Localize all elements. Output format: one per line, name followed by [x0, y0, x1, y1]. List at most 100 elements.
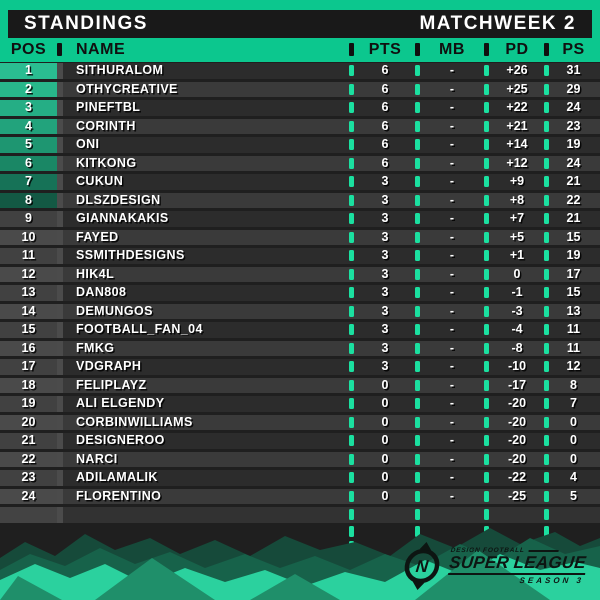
column-tick-icon: [349, 157, 354, 169]
column-tick-icon: [349, 194, 354, 206]
table-row: 13 DAN808 3 - -1 15: [0, 285, 600, 301]
mb-cell: -: [449, 322, 455, 336]
league-logo: N DESIGN FOOTBALL SUPER LEAGUE SEASON 3: [399, 542, 589, 590]
points-cell: 0: [381, 470, 389, 484]
ps-cell: 15: [566, 285, 581, 299]
pos-divider: [57, 470, 63, 486]
column-tick-icon: [349, 83, 354, 95]
column-tick-icon: [484, 342, 489, 354]
position-cell: 18: [0, 377, 57, 393]
position-cell: 1: [0, 63, 57, 79]
column-tick-icon: [415, 287, 420, 298]
column-tick-icon: [484, 139, 489, 150]
svg-text:N: N: [415, 557, 430, 576]
pos-divider: [57, 359, 63, 375]
column-tick-icon: [349, 305, 354, 317]
points-cell: 3: [381, 211, 389, 225]
pd-cell: +12: [506, 155, 528, 170]
ps-cell: 31: [566, 63, 581, 77]
column-tick-icon: [484, 324, 489, 335]
title-bar: STANDINGS MATCHWEEK 2: [8, 10, 592, 38]
mb-cell: -: [449, 137, 455, 151]
table-row: 7 CUKUN 3 - +9 21: [0, 174, 600, 190]
pd-cell: -3: [511, 303, 523, 318]
column-tick-icon: [415, 102, 420, 113]
pos-divider: [57, 285, 63, 301]
ps-cell: 19: [566, 137, 581, 151]
points-cell: 0: [381, 396, 389, 410]
column-tick-icon: [484, 176, 489, 187]
mb-cell: -: [449, 340, 455, 355]
column-tick-icon: [544, 268, 549, 280]
pos-divider: [57, 396, 63, 412]
points-cell: 3: [381, 340, 389, 355]
pos-divider: [57, 229, 63, 245]
column-tick-icon: [415, 83, 420, 95]
column-tick-icon: [484, 102, 489, 113]
table-row: 4 CORINTH 6 - +21 23: [0, 118, 600, 134]
pos-divider: [57, 451, 63, 467]
team-name-cell: HIK4L: [76, 266, 115, 281]
header-separator-icon: [544, 43, 549, 56]
pd-cell: +9: [509, 174, 525, 188]
ps-cell: 11: [566, 340, 581, 355]
mountain-decoration: [0, 528, 600, 600]
column-tick-icon: [415, 453, 420, 465]
column-tick-icon: [484, 490, 489, 502]
header-separator-icon: [484, 43, 489, 56]
column-tick-icon: [349, 453, 354, 465]
mb-cell: -: [449, 155, 455, 170]
pd-cell: -1: [511, 285, 523, 299]
position-cell: 3: [0, 100, 57, 116]
column-tick-icon: [484, 435, 489, 446]
team-name-cell: FMKG: [76, 340, 115, 355]
column-tick-icon: [484, 194, 489, 206]
position-cell: 12: [0, 266, 57, 282]
pos-divider: [57, 340, 63, 356]
column-tick-icon: [415, 250, 420, 261]
pd-cell: +1: [509, 248, 525, 262]
mb-cell: -: [449, 414, 455, 429]
column-tick-icon: [349, 361, 354, 372]
column-tick-icon: [415, 324, 420, 335]
position-cell: 15: [0, 322, 57, 338]
column-tick-icon: [415, 176, 420, 187]
pd-cell: +21: [506, 118, 528, 133]
position-cell: 14: [0, 303, 57, 319]
points-cell: 0: [381, 433, 389, 447]
pd-cell: -20: [507, 396, 527, 410]
position-cell: 19: [0, 396, 57, 412]
column-tick-icon: [415, 379, 420, 391]
column-tick-icon: [349, 287, 354, 298]
pd-cell: +5: [509, 229, 525, 244]
pos-divider: [57, 155, 63, 171]
team-name-cell: ALI ELGENDY: [76, 396, 165, 410]
col-header-mb: MB: [439, 41, 465, 58]
table-row: 3 PINEFTBL 6 - +22 24: [0, 100, 600, 116]
column-tick-icon: [544, 435, 549, 446]
column-tick-icon: [544, 398, 549, 409]
team-name-cell: VDGRAPH: [76, 359, 142, 373]
team-name-cell: FOOTBALL_FAN_04: [76, 322, 203, 336]
ps-cell: 24: [566, 100, 581, 114]
points-cell: 6: [381, 100, 389, 114]
ps-cell: 15: [566, 229, 581, 244]
position-cell: 16: [0, 340, 57, 356]
table-row: 11 SSMITHDESIGNS 3 - +1 19: [0, 248, 600, 264]
mb-cell: -: [449, 174, 455, 188]
column-tick-icon: [484, 361, 489, 372]
col-header-pos: POS: [10, 41, 47, 58]
column-tick-icon: [484, 65, 489, 76]
column-tick-icon: [349, 324, 354, 335]
pd-cell: +7: [509, 211, 525, 225]
column-tick-icon: [484, 83, 489, 95]
logo-season: SEASON 3: [519, 576, 585, 585]
ps-cell: 8: [570, 377, 577, 392]
position-cell: 11: [0, 248, 57, 264]
column-tick-icon: [349, 435, 354, 446]
ps-cell: 21: [566, 174, 581, 188]
ps-cell: 12: [566, 359, 581, 373]
column-tick-icon: [484, 213, 489, 224]
pos-divider: [57, 303, 63, 319]
